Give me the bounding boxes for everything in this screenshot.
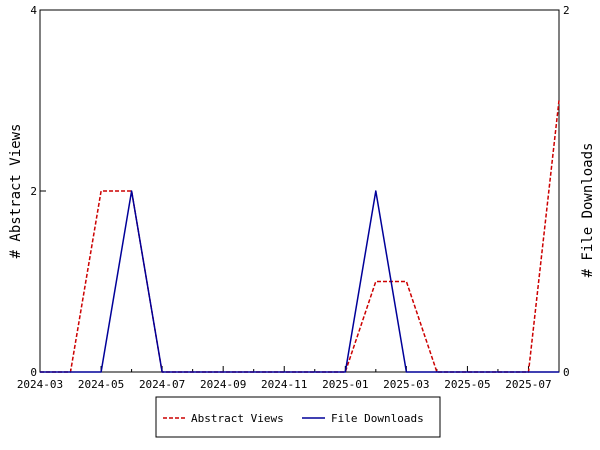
plot-area — [39, 9, 560, 373]
x-tick-label: 2024-05 — [78, 378, 124, 391]
x-tick-labels: 2024-03 2024-05 2024-07 2024-09 2024-11 2025-… — [17, 378, 552, 391]
y-axis-title-left: # Abstract Views — [8, 124, 24, 259]
y-tick-labels: 0 2 4 0 2 — [30, 4, 569, 379]
legend-label-file-downloads: File Downloads — [331, 412, 424, 425]
x-tick-label: 2024-09 — [200, 378, 246, 391]
y-tick-label-right: 0 — [563, 366, 570, 379]
legend-label-abstract-views: Abstract Views — [191, 412, 284, 425]
x-tick-label: 2025-03 — [383, 378, 429, 391]
y-tick-label-left: 2 — [30, 185, 37, 198]
series-line-file-downloads — [40, 190, 559, 373]
series-lines — [40, 100, 560, 373]
x-tick-label: 2025-01 — [322, 378, 368, 391]
x-tick-label: 2025-07 — [505, 378, 551, 391]
x-tick-label: 2024-11 — [261, 378, 307, 391]
x-tick-label: 2025-05 — [444, 378, 490, 391]
y-tick-label-left: 0 — [30, 366, 37, 379]
x-tick-label: 2024-07 — [139, 378, 185, 391]
y-tick-label-left: 4 — [30, 4, 37, 17]
legend: Abstract Views File Downloads — [155, 396, 441, 438]
y-axis-title-right: # File Downloads — [580, 143, 596, 278]
legend-box — [155, 396, 441, 438]
x-tick-label: 2024-03 — [17, 378, 63, 391]
y-tick-label-right: 2 — [563, 4, 570, 17]
